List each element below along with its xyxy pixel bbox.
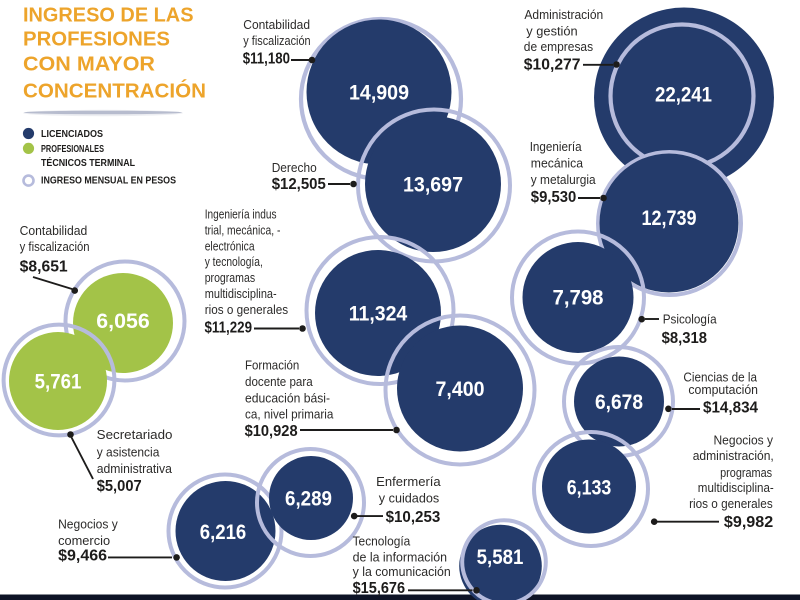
svg-text:de empresas: de empresas xyxy=(524,39,594,54)
svg-text:multidisciplina-: multidisciplina- xyxy=(205,286,277,301)
svg-text:$10,277: $10,277 xyxy=(524,56,581,73)
svg-text:y la comunicación: y la comunicación xyxy=(353,564,451,579)
svg-text:Negocios y: Negocios y xyxy=(714,433,774,448)
svg-text:y fiscalización: y fiscalización xyxy=(243,33,310,48)
svg-text:14,909: 14,909 xyxy=(349,82,409,105)
svg-text:12,739: 12,739 xyxy=(642,207,697,230)
svg-text:trial, mecánica, -: trial, mecánica, - xyxy=(205,222,281,237)
svg-text:Contabilidad: Contabilidad xyxy=(243,17,310,32)
svg-text:PROFESIONALES: PROFESIONALES xyxy=(41,144,104,155)
svg-text:y tecnología,: y tecnología, xyxy=(205,254,263,269)
svg-text:comercio: comercio xyxy=(58,533,110,548)
svg-text:$11,229: $11,229 xyxy=(205,320,253,337)
svg-text:y metalurgia: y metalurgia xyxy=(531,172,597,187)
svg-text:Psicología: Psicología xyxy=(663,311,718,326)
svg-text:$8,651: $8,651 xyxy=(20,258,68,275)
svg-text:LICENCIADOS: LICENCIADOS xyxy=(41,129,103,140)
svg-text:docente para: docente para xyxy=(245,374,313,389)
svg-text:$14,834: $14,834 xyxy=(703,400,758,417)
svg-text:y cuidados: y cuidados xyxy=(379,491,440,506)
svg-text:$12,505: $12,505 xyxy=(272,176,326,193)
svg-text:rios o generales: rios o generales xyxy=(205,302,289,317)
svg-text:$9,466: $9,466 xyxy=(58,548,107,565)
svg-text:$9,982: $9,982 xyxy=(724,514,773,531)
svg-text:$9,530: $9,530 xyxy=(531,189,577,206)
svg-text:$5,007: $5,007 xyxy=(97,478,142,495)
svg-text:y fiscalización: y fiscalización xyxy=(20,239,90,254)
svg-text:6,056: 6,056 xyxy=(96,310,149,333)
svg-text:Tecnología: Tecnología xyxy=(353,534,411,549)
svg-text:Secretariado: Secretariado xyxy=(97,427,173,442)
svg-text:Administración: Administración xyxy=(524,7,603,22)
svg-text:7,798: 7,798 xyxy=(553,287,604,310)
svg-text:PROFESIONES: PROFESIONES xyxy=(23,28,170,51)
svg-text:CON MAYOR: CON MAYOR xyxy=(23,53,155,76)
svg-text:electrónica: electrónica xyxy=(205,239,256,254)
svg-text:de la información: de la información xyxy=(353,549,447,564)
svg-text:$10,928: $10,928 xyxy=(245,423,298,440)
svg-text:INGRESO MENSUAL EN PESOS: INGRESO MENSUAL EN PESOS xyxy=(41,175,176,186)
svg-text:programas: programas xyxy=(720,465,772,480)
svg-text:y asistencia: y asistencia xyxy=(97,444,160,459)
svg-text:computación: computación xyxy=(688,382,758,397)
svg-text:$15,676: $15,676 xyxy=(353,580,406,597)
svg-text:Formación: Formación xyxy=(245,358,299,373)
svg-text:Enfermería: Enfermería xyxy=(376,474,441,489)
svg-text:ca, nivel primaria: ca, nivel primaria xyxy=(245,407,334,422)
svg-text:Contabilidad: Contabilidad xyxy=(20,223,88,238)
svg-text:INGRESO DE LAS: INGRESO DE LAS xyxy=(23,3,194,26)
svg-text:multidisciplina-: multidisciplina- xyxy=(698,480,774,495)
svg-text:13,697: 13,697 xyxy=(403,174,463,197)
svg-text:$10,253: $10,253 xyxy=(386,509,441,526)
svg-text:y gestión: y gestión xyxy=(526,23,577,38)
svg-text:22,241: 22,241 xyxy=(655,84,712,107)
svg-text:7,400: 7,400 xyxy=(436,378,485,401)
svg-text:6,289: 6,289 xyxy=(285,488,332,511)
svg-text:administrativa: administrativa xyxy=(97,461,173,476)
svg-text:educación bási-: educación bási- xyxy=(245,390,330,405)
svg-text:$8,318: $8,318 xyxy=(662,330,708,347)
svg-text:5,581: 5,581 xyxy=(477,546,524,569)
svg-text:$11,180: $11,180 xyxy=(243,50,290,67)
svg-text:6,678: 6,678 xyxy=(595,391,643,414)
svg-text:administración,: administración, xyxy=(693,448,774,463)
svg-text:TÉCNICOS TERMINAL: TÉCNICOS TERMINAL xyxy=(41,156,135,169)
svg-text:programas: programas xyxy=(205,270,256,285)
svg-text:6,216: 6,216 xyxy=(200,521,247,544)
svg-text:rios o generales: rios o generales xyxy=(689,496,773,511)
svg-text:5,761: 5,761 xyxy=(35,371,82,394)
svg-text:mecánica: mecánica xyxy=(531,155,584,170)
svg-text:6,133: 6,133 xyxy=(567,477,612,500)
svg-text:Ingeniería: Ingeniería xyxy=(530,139,583,154)
svg-text:Ciencias de la: Ciencias de la xyxy=(683,369,757,384)
svg-text:Derecho: Derecho xyxy=(272,160,317,175)
svg-text:Ingeniería indus: Ingeniería indus xyxy=(205,206,277,221)
svg-text:11,324: 11,324 xyxy=(349,303,408,326)
svg-text:CONCENTRACIÓN: CONCENTRACIÓN xyxy=(23,78,206,102)
svg-text:Negocios y: Negocios y xyxy=(58,516,118,531)
